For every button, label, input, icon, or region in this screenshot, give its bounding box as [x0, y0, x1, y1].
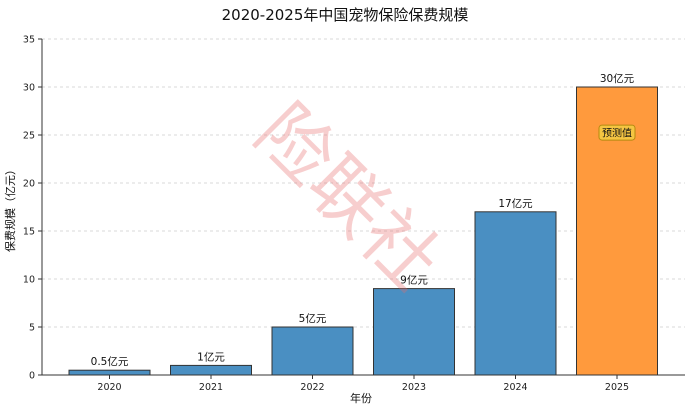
bar-2020	[68, 369, 151, 376]
y-tick-labels: 0 5 10 15 20 25 30 35	[23, 35, 42, 382]
x-tick-label: 2021	[199, 382, 223, 393]
y-tick-label: 5	[29, 323, 35, 334]
data-label-2021: 1亿元	[197, 350, 225, 363]
data-label-2020: 0.5亿元	[91, 355, 129, 368]
x-tick-label: 2023	[402, 382, 426, 393]
y-axis-label: 保费规模（亿元）	[3, 164, 17, 252]
forecast-badge-text: 预测值	[602, 127, 632, 140]
forecast-badge	[598, 124, 636, 141]
data-label-2023: 9亿元	[400, 274, 428, 287]
data-label-2022: 5亿元	[299, 312, 327, 325]
x-axis-label: 年份	[350, 391, 372, 405]
y-tick-label: 25	[23, 131, 35, 142]
x-tick-labels: 2020 2021 2022 2023 2024 2025	[97, 375, 629, 393]
y-tick-label: 0	[29, 371, 35, 382]
data-label-2025: 30亿元	[600, 72, 635, 85]
data-labels: 0.5亿元 1亿元 5亿元 9亿元 17亿元 30亿元	[91, 72, 635, 368]
axes	[41, 39, 685, 376]
chart-title: 2020-2025年中国宠物保险保费规模	[222, 6, 469, 24]
x-tick-label: 2020	[97, 382, 121, 393]
bar-2021	[170, 364, 252, 376]
y-tick-label: 35	[23, 35, 35, 46]
bar-2022	[271, 326, 354, 376]
x-tick-label: 2024	[503, 382, 527, 393]
y-tick-label: 10	[23, 275, 35, 286]
watermark-text: 险联社	[239, 88, 457, 306]
x-tick-label: 2025	[605, 382, 629, 393]
y-tick-label: 15	[23, 227, 35, 238]
x-tick-label: 2022	[300, 382, 324, 393]
data-label-2024: 17亿元	[498, 197, 533, 210]
y-tick-label: 20	[23, 179, 35, 190]
y-tick-label: 30	[23, 83, 35, 94]
bar-2024	[474, 211, 557, 376]
bar-2023	[373, 288, 455, 376]
forecast-annotation: 预测值	[598, 124, 636, 141]
